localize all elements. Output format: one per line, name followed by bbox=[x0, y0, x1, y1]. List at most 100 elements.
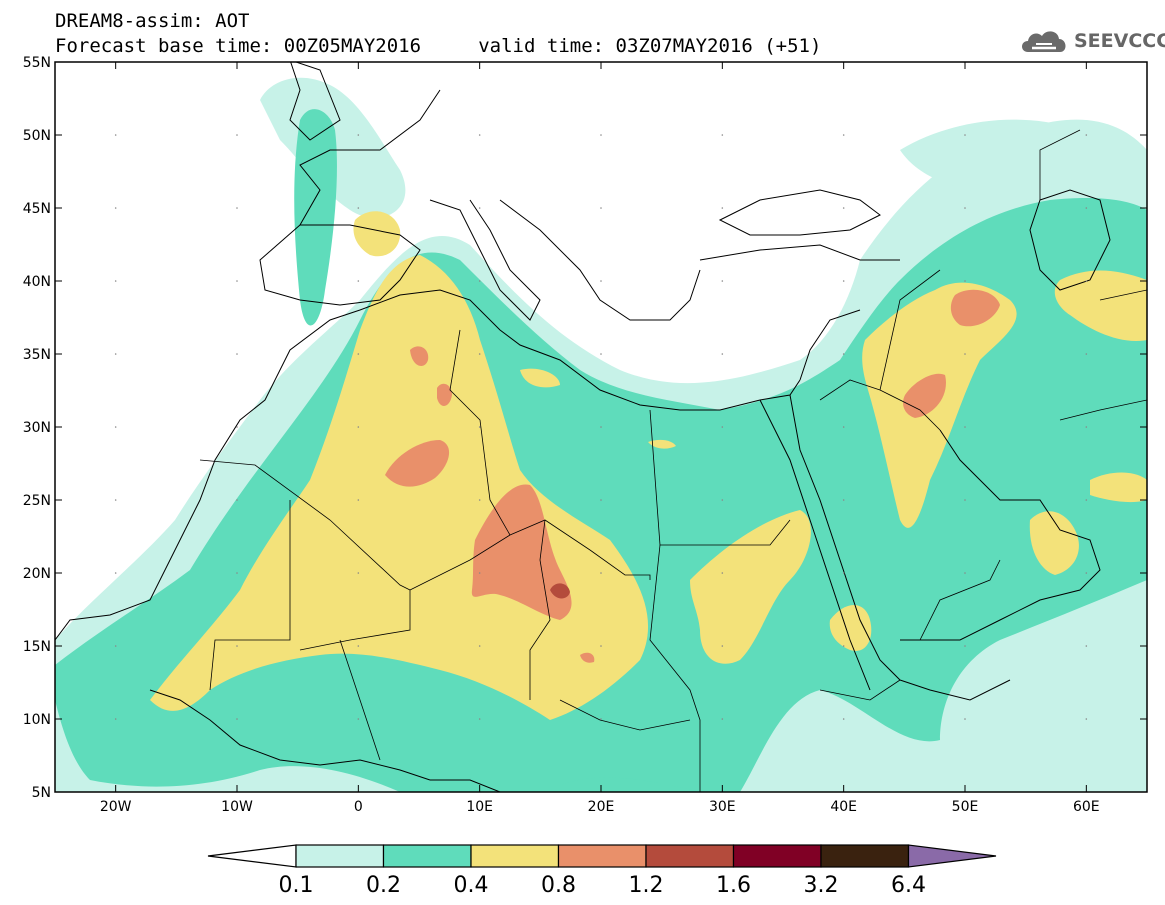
grid-dot bbox=[236, 353, 238, 355]
grid-dot bbox=[478, 426, 481, 428]
lon-tick-label: 20W bbox=[100, 799, 132, 815]
colorbar-under-arrow bbox=[207, 844, 297, 868]
aot-field bbox=[55, 62, 1147, 792]
grid-dot bbox=[357, 572, 360, 574]
grid-dot bbox=[114, 280, 117, 282]
aot-level-1.2 bbox=[550, 583, 570, 599]
colorbar-label: 0.8 bbox=[541, 873, 576, 898]
grid-dot bbox=[114, 207, 117, 209]
grid-dot bbox=[236, 499, 238, 501]
lon-tick-label: 30E bbox=[709, 799, 736, 815]
country-borders bbox=[199, 129, 1147, 792]
grid-dot bbox=[964, 280, 966, 282]
lon-tick-label: 50E bbox=[952, 799, 979, 815]
grid-dot bbox=[114, 718, 117, 720]
colorbar-label: 1.2 bbox=[629, 873, 664, 898]
colorbar-label: 0.1 bbox=[279, 873, 314, 898]
grid-dot bbox=[842, 426, 845, 428]
grid-dot bbox=[478, 134, 481, 136]
grid-dot bbox=[842, 718, 845, 720]
colorbar-over-arrow bbox=[907, 844, 997, 868]
grid-dot bbox=[842, 280, 845, 282]
grid-dot bbox=[478, 280, 481, 282]
longitude-axis: 20W 10W 0 10E 20E 30E 40E 50E 60E bbox=[100, 62, 1100, 815]
colorbar-label: 3.2 bbox=[804, 873, 839, 898]
grid-dot bbox=[236, 718, 238, 720]
lon-tick-label: 40E bbox=[830, 799, 857, 815]
grid-dot bbox=[1085, 499, 1088, 501]
grid-dot bbox=[478, 207, 481, 209]
colorbar-label: 0.4 bbox=[454, 873, 489, 898]
grid-dot bbox=[478, 645, 481, 647]
grid-dot bbox=[114, 499, 117, 501]
cloud-logo-icon bbox=[1022, 31, 1066, 52]
grid-dot bbox=[1085, 280, 1088, 282]
colorbar-bin bbox=[820, 844, 910, 868]
grid-dot bbox=[964, 572, 966, 574]
grid-dot bbox=[1085, 353, 1088, 355]
grid-dot bbox=[114, 572, 117, 574]
grid-dot bbox=[600, 645, 602, 647]
lat-tick-label: 10N bbox=[23, 712, 51, 728]
grid-dot bbox=[1085, 572, 1088, 574]
grid-dot bbox=[721, 572, 724, 574]
grid-dot bbox=[114, 426, 117, 428]
grid-dot bbox=[964, 645, 966, 647]
grid-dot bbox=[1085, 718, 1088, 720]
grid-dot bbox=[964, 499, 966, 501]
grid-dot bbox=[721, 207, 724, 209]
lat-tick-label: 20N bbox=[23, 566, 51, 582]
grid-dot bbox=[842, 207, 845, 209]
grid-dot bbox=[357, 645, 360, 647]
colorbar-bin bbox=[382, 844, 472, 868]
colorbar-label: 1.6 bbox=[716, 873, 751, 898]
grid-dot bbox=[114, 134, 117, 136]
grid-dot bbox=[114, 645, 117, 647]
colorbar-bin bbox=[470, 844, 560, 868]
lon-tick-label: 60E bbox=[1073, 799, 1100, 815]
grid-dot bbox=[600, 353, 602, 355]
grid-dot bbox=[964, 426, 966, 428]
colorbar-label: 6.4 bbox=[891, 873, 926, 898]
grid-dot bbox=[357, 207, 360, 209]
lon-tick-label: 10W bbox=[221, 799, 253, 815]
grid-dot bbox=[600, 572, 602, 574]
logo-text: SEEVCCC bbox=[1074, 30, 1165, 52]
grid-dot bbox=[600, 426, 602, 428]
grid-dot bbox=[1085, 645, 1088, 647]
grid-dot bbox=[600, 280, 602, 282]
latitude-axis: 55N 50N 45N 40N 35N 30N 25N 20N 15N 10N 5N bbox=[23, 55, 1147, 801]
coastlines bbox=[55, 62, 1111, 792]
lat-tick-label: 45N bbox=[23, 201, 51, 217]
grid-dot bbox=[236, 280, 238, 282]
grid-dot bbox=[721, 280, 724, 282]
grid-dot bbox=[600, 499, 602, 501]
colorbar-label: 0.2 bbox=[366, 873, 401, 898]
grid-dot bbox=[600, 207, 602, 209]
grid-dot bbox=[842, 134, 845, 136]
grid-dot bbox=[842, 499, 845, 501]
aot-level-0.8 bbox=[385, 289, 1000, 663]
lon-tick-label: 0 bbox=[354, 799, 363, 815]
grid-dot bbox=[236, 645, 238, 647]
grid-dot bbox=[114, 353, 117, 355]
colorbar: 0.1 0.2 0.4 0.8 1.2 1.6 3.2 6.4 bbox=[207, 844, 997, 898]
grid-dot bbox=[721, 353, 724, 355]
grid-dot bbox=[721, 134, 724, 136]
grid-dot bbox=[964, 207, 966, 209]
grid-dot bbox=[236, 207, 238, 209]
colorbar-bin bbox=[732, 844, 822, 868]
colorbar-bin bbox=[557, 844, 647, 868]
grid-dot bbox=[1085, 134, 1088, 136]
lat-tick-label: 35N bbox=[23, 347, 51, 363]
grid-dot bbox=[236, 426, 238, 428]
lat-tick-label: 25N bbox=[23, 493, 51, 509]
grid-dot bbox=[964, 718, 966, 720]
grid-dot bbox=[600, 134, 602, 136]
grid-dot bbox=[357, 499, 360, 501]
lat-tick-label: 30N bbox=[23, 420, 51, 436]
grid-dot bbox=[357, 134, 360, 136]
grid-dot bbox=[842, 645, 845, 647]
chart-title-line1: DREAM8-assim: AOT bbox=[55, 10, 250, 32]
lat-tick-label: 50N bbox=[23, 128, 51, 144]
